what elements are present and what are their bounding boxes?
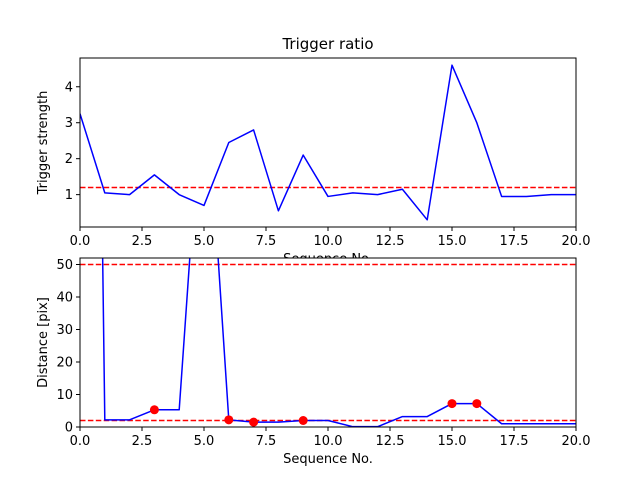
panel1-series-line-1 — [80, 64, 576, 221]
panel2-plot-area — [80, 258, 576, 427]
panel2-x-tick-label: 0.0 — [70, 434, 91, 449]
panel2-marker-point-1 — [149, 405, 159, 415]
panel2-x-tick-label: 12.5 — [376, 434, 405, 449]
panel2-x-tick-label: 2.5 — [132, 434, 153, 449]
panel2-x-tick-label: 17.5 — [500, 434, 529, 449]
panel2-marker-point-2 — [224, 415, 234, 425]
panel1-x-tick-label: 20.0 — [562, 234, 591, 249]
panel2-x-axis-label: Sequence No. — [283, 452, 373, 467]
panel2-marker-point-5 — [447, 399, 457, 409]
panel2-axes: 0.0 2.5 5.0 7.5 10.0 12.5 15.0 17.5 20.0 0 10 20 30 4… — [36, 257, 591, 467]
panel2-x-tick-label: 10.0 — [314, 434, 343, 449]
panel2-x-tick-label: 7.5 — [256, 434, 277, 449]
panel2-y-tick-label: 20 — [56, 356, 73, 371]
panel2-marker-point-3 — [249, 417, 259, 427]
panel1-x-tick-label: 17.5 — [500, 234, 529, 249]
panel1-x-tick-label: 12.5 — [376, 234, 405, 249]
panel1-plot-area — [80, 64, 576, 221]
panel1-x-tick-label: 2.5 — [132, 234, 153, 249]
panel1-chart-title: Trigger ratio — [281, 35, 373, 53]
panel1-x-tick-label: 10.0 — [314, 234, 343, 249]
panel1-x-tick-label: 0.0 — [70, 234, 91, 249]
panel2-series-line-1 — [101, 258, 576, 427]
panel1-x-tick-label: 15.0 — [438, 234, 467, 249]
panel1-y-axis-label: Trigger strength — [36, 91, 51, 196]
panel2-marker-point-4 — [298, 416, 308, 425]
panel1-x-tick-label: 7.5 — [256, 234, 277, 249]
panel2-y-tick-label: 10 — [56, 388, 73, 403]
panel1-y-tick-label: 4 — [65, 80, 73, 95]
panel2-y-tick-label: 30 — [56, 323, 73, 338]
panel1-axes-frame — [79, 57, 577, 228]
panel2-x-tick-label: 15.0 — [438, 434, 467, 449]
panel1-y-tick-label: 2 — [65, 152, 73, 167]
panel1-axes: 0.02.55.07.510.012.515.017.520.01234Sequ… — [36, 35, 590, 267]
panel2-y-tick-label: 0 — [65, 421, 73, 436]
panel2-x-tick-label: 20.0 — [562, 434, 591, 449]
panel1-y-tick-label: 3 — [65, 116, 73, 131]
panel1-x-tick-label: 5.0 — [194, 234, 215, 249]
panel2-y-axis-label: Distance [pix] — [36, 297, 51, 388]
panel2-x-tick-label: 5.0 — [194, 434, 215, 449]
panel2-y-tick-label: 40 — [56, 291, 73, 306]
panel2-marker-point-6 — [472, 399, 482, 409]
panel1-y-tick-label: 1 — [65, 188, 73, 203]
panel2-y-tick-label: 50 — [56, 258, 73, 273]
panel2-background — [80, 258, 576, 427]
